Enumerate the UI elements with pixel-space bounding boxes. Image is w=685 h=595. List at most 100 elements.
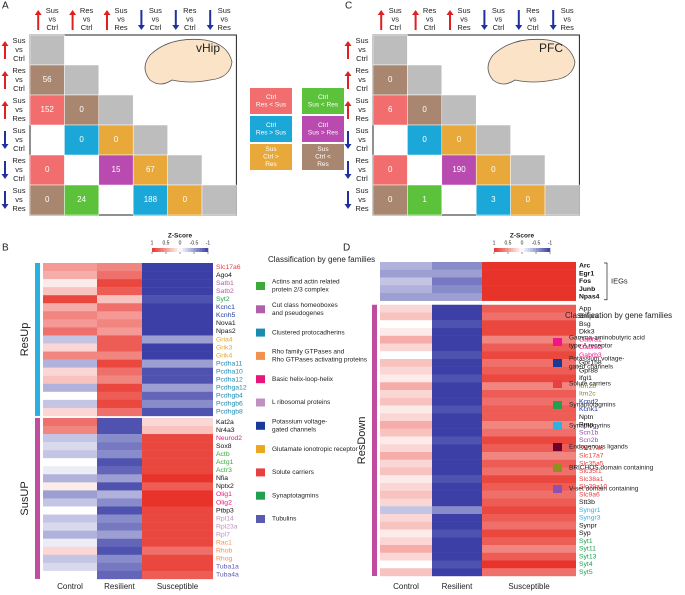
column-label: Susceptible: [157, 582, 199, 591]
heatmap-cell: [97, 335, 142, 344]
column-header: Res: [80, 6, 94, 15]
row-header: Ctrl: [13, 144, 25, 153]
region-label: vHip: [196, 41, 220, 55]
column-header: Ctrl: [527, 23, 539, 32]
gene-label: Grik4: [216, 352, 232, 359]
heatmap-cell: [142, 466, 213, 475]
colorbar-step: [494, 248, 498, 252]
heatmap-cell: [432, 467, 482, 476]
gene-label: Syt2: [216, 296, 230, 303]
gene-label: Olig2: [216, 499, 232, 506]
matrix-cell: [475, 124, 511, 156]
column-header: vs: [563, 14, 571, 23]
gene-label: Slc35a5: [579, 460, 604, 467]
heatmap-cell: [380, 483, 432, 491]
heatmap-cell: [432, 343, 482, 352]
heatmap-cell: [142, 303, 213, 312]
heatmap-cell: [97, 287, 142, 296]
heatmap-cell: [142, 426, 213, 435]
heatmap-cell: [432, 269, 482, 278]
heatmap-cell: [432, 293, 482, 301]
cell-count: 1: [422, 195, 427, 204]
classification-text: L ribosomal proteins: [272, 399, 331, 406]
row-header: vs: [358, 165, 366, 174]
classification-text: Rho family GTPases and: [272, 349, 345, 356]
colorbar-step: [513, 248, 517, 252]
cell-count: 0: [183, 195, 188, 204]
column-header: Sus: [389, 6, 402, 15]
matrix-cell: [64, 64, 100, 96]
heatmap-cell: [142, 530, 213, 539]
heatmap-cell: [482, 320, 576, 329]
heatmap-cell: [97, 327, 142, 336]
colorbar-step: [508, 248, 512, 252]
column-header: Ctrl: [184, 23, 196, 32]
column-header: Ctrl: [81, 23, 93, 32]
heatmap-cell: [43, 399, 97, 409]
heatmap-cell: [97, 426, 142, 435]
direction-arrow: [412, 10, 420, 30]
arrow-head: [1, 101, 9, 106]
classification-swatch: [553, 422, 562, 430]
gene-label: Prnp: [579, 422, 594, 429]
row-header: Sus: [13, 36, 26, 45]
arrow-head: [1, 144, 9, 149]
group-label: IEGs: [611, 276, 628, 285]
heatmap-cell: [482, 545, 576, 553]
cell-count: 0: [457, 135, 462, 144]
direction-arrow: [549, 10, 557, 30]
heatmap-cell: [482, 328, 576, 336]
column-header: vs: [495, 14, 503, 23]
matrix-cell: [64, 124, 100, 156]
colorbar-step: [185, 248, 189, 252]
column-header: Ctrl: [46, 23, 58, 32]
heatmap-cell: [43, 295, 97, 304]
heatmap-cell: [142, 434, 213, 443]
heatmap-cell: [380, 537, 432, 546]
direction-arrow: [344, 41, 352, 59]
column-header: vs: [186, 14, 194, 23]
heatmap-cell: [380, 428, 432, 437]
row-header: Ctrl: [356, 174, 368, 183]
classification-text: Synaptotagmins: [272, 492, 319, 499]
heatmap-cell: [142, 375, 213, 384]
heatmap-cell: [432, 506, 482, 515]
column-header: vs: [426, 14, 434, 23]
legend-text: Res: [317, 161, 329, 168]
matrix-cell: [29, 154, 65, 186]
heatmap-cell: [43, 335, 97, 344]
legend-text: Ctrl: [318, 122, 329, 129]
brain-outline: [144, 38, 233, 85]
arrow-head: [412, 10, 420, 15]
gene-label: Tuba4a: [216, 572, 239, 579]
heatmap-cell: [482, 506, 576, 515]
column-header: Res: [526, 6, 540, 15]
heatmap-cell: [380, 397, 432, 406]
heatmap-cell: [142, 450, 213, 459]
heatmap-cell: [482, 436, 576, 445]
colorbar-step: [530, 248, 534, 252]
heatmap-cell: [432, 514, 482, 522]
column-header: vs: [220, 14, 228, 23]
legend-text: Ctrl >: [263, 154, 279, 161]
gene-label: Pcdha10: [216, 368, 243, 375]
colorbar-step: [527, 248, 531, 252]
gene-label: Egr1: [579, 270, 594, 277]
row-header: Sus: [13, 96, 26, 105]
gene-label: Slc17a6: [579, 445, 604, 452]
heatmap-cell: [142, 311, 213, 320]
row-header: vs: [15, 165, 23, 174]
heatmap-cell: [482, 359, 576, 367]
heatmap-cell: [142, 554, 213, 564]
heatmap-cell: [43, 417, 97, 427]
direction-arrow: [137, 10, 145, 30]
heatmap-cell: [97, 271, 142, 280]
gene-label: Slc17a7: [579, 453, 604, 460]
row-header: Ctrl: [356, 144, 368, 153]
heatmap-cell: [482, 529, 576, 538]
row-header: Sus: [356, 96, 369, 105]
classification-text: type A receptor: [569, 343, 613, 350]
cell-count: 0: [79, 105, 84, 114]
matrix-cell: [167, 184, 203, 216]
heatmap-cell: [380, 328, 432, 336]
